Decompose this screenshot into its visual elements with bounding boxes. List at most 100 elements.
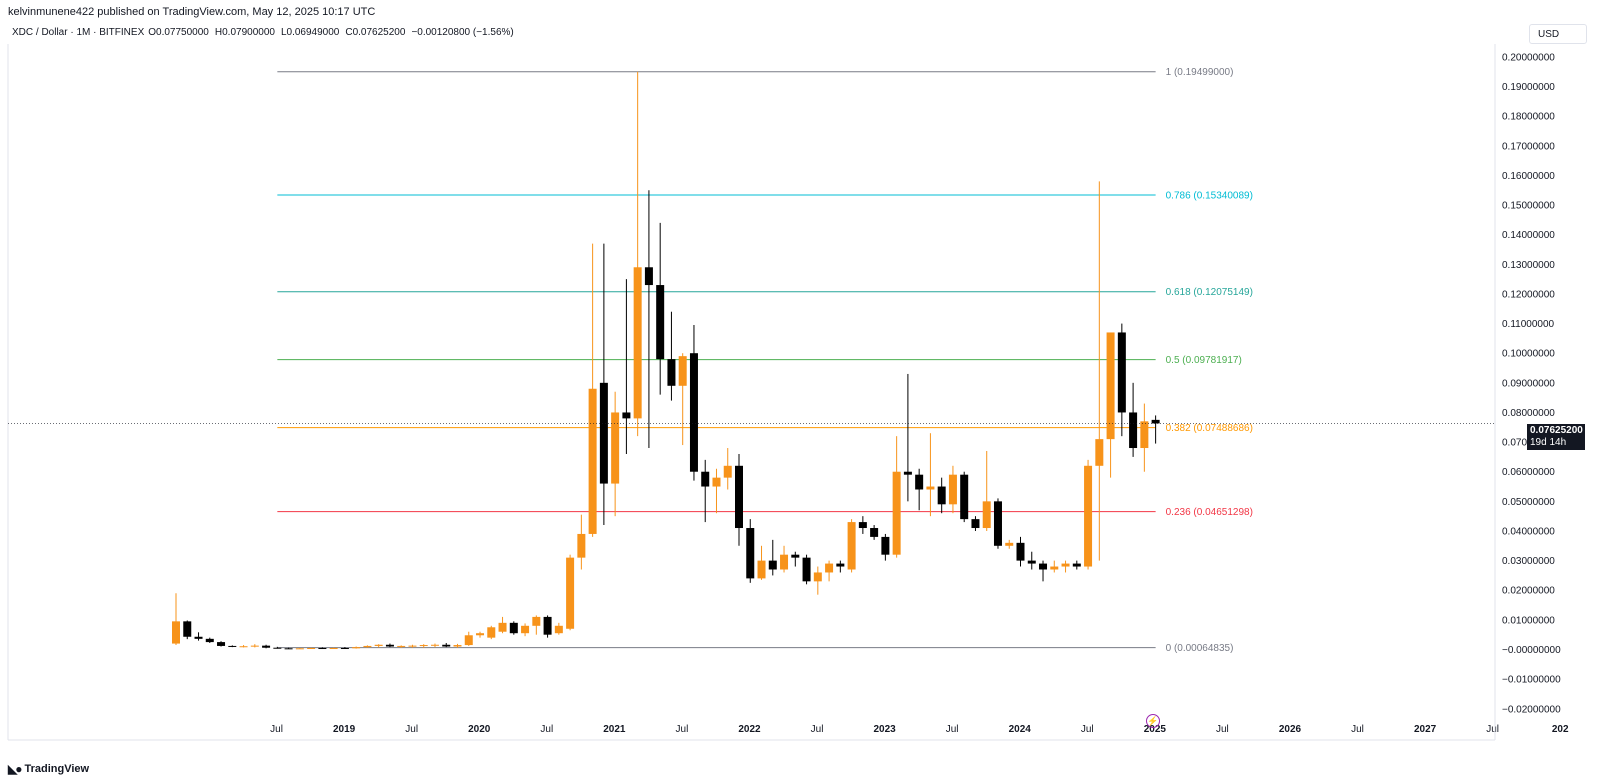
candle-body xyxy=(476,633,485,636)
candle-body xyxy=(735,465,743,529)
candle-body xyxy=(352,647,361,649)
candle-body xyxy=(622,412,631,419)
candle-body xyxy=(1151,419,1160,424)
candle-body xyxy=(273,647,282,649)
time-tick-label: Jul xyxy=(1216,724,1229,735)
fib-level-label: 0.786 (0.15340089) xyxy=(1166,190,1253,201)
price-tick-label: −0.01000000 xyxy=(1502,675,1561,686)
time-tick-label: 2024 xyxy=(1009,724,1032,735)
candle-body xyxy=(723,465,732,478)
candle-body xyxy=(239,646,248,648)
candle-body xyxy=(194,636,203,639)
price-tick-label: 0.11000000 xyxy=(1502,319,1555,330)
price-axis[interactable]: 0.20000000 0.19000000 0.18000000 0.17000000… xyxy=(1502,52,1561,715)
low-value: 0.06949000 xyxy=(286,27,340,38)
candle-body xyxy=(768,560,777,570)
time-tick-label: 2022 xyxy=(738,724,761,735)
candle-body xyxy=(577,533,586,558)
candle-body xyxy=(566,557,575,629)
candle-body xyxy=(217,642,226,646)
low-key: L xyxy=(280,27,287,38)
time-tick-label: Jul xyxy=(1351,724,1364,735)
candle-body xyxy=(1095,439,1104,466)
candle-body xyxy=(442,644,451,647)
candle-body xyxy=(329,648,338,650)
open-key: O xyxy=(148,27,157,38)
candle-body xyxy=(1129,412,1138,449)
tradingview-logo-text: TradingView xyxy=(24,763,90,775)
price-tick-label: 0.02000000 xyxy=(1502,586,1555,597)
candle-body xyxy=(172,621,180,644)
price-tick-label: 0.10000000 xyxy=(1502,349,1555,360)
price-tick-label: 0.20000000 xyxy=(1502,52,1555,63)
bar-countdown: 19d 14h xyxy=(1530,437,1567,448)
candle-body xyxy=(1016,542,1025,561)
candle-body xyxy=(1061,563,1070,567)
time-tick-label: 2027 xyxy=(1414,724,1437,735)
candle-body xyxy=(915,474,924,490)
candle-body xyxy=(982,501,991,529)
price-tick-label: 0.04000000 xyxy=(1502,526,1555,537)
candle-body xyxy=(611,412,620,484)
candle-body xyxy=(408,645,417,647)
open-value: 0.07750000 xyxy=(156,27,209,38)
candle-body xyxy=(780,554,789,570)
time-tick-label: Jul xyxy=(1486,724,1499,735)
candle-body xyxy=(262,645,271,648)
candle-body xyxy=(588,388,597,534)
close-key: C xyxy=(345,27,353,38)
candle-body xyxy=(543,616,552,635)
candle-body xyxy=(295,648,304,650)
price-tick-label: 0.15000000 xyxy=(1502,201,1555,212)
fib-level-label: 0.5 (0.09781917) xyxy=(1166,355,1242,366)
candle-body xyxy=(633,267,642,419)
candle-body xyxy=(487,627,496,638)
time-tick-label: 2021 xyxy=(603,724,626,735)
candle-body xyxy=(791,554,800,558)
candle-body xyxy=(307,648,316,650)
candle-body xyxy=(813,572,822,582)
currency-button[interactable]: USD xyxy=(1529,24,1587,44)
candle-body xyxy=(960,474,969,520)
candle-body xyxy=(948,474,957,505)
price-tick-label: 0.16000000 xyxy=(1502,171,1555,182)
candle-body xyxy=(903,471,912,475)
time-tick-label: Jul xyxy=(676,724,689,735)
candle-body xyxy=(757,560,766,579)
fib-level-label: 0.382 (0.07488686) xyxy=(1166,423,1253,434)
candle-body xyxy=(284,648,293,650)
time-tick-label: 2025 xyxy=(1144,724,1167,735)
candle-body xyxy=(599,382,608,484)
candle-body xyxy=(971,519,980,529)
candle-body xyxy=(521,625,530,634)
price-tick-label: −0.00000000 xyxy=(1502,645,1561,656)
time-tick-label: 202 xyxy=(1552,724,1569,735)
candle-body xyxy=(1050,566,1059,570)
publisher-line: kelvinmunene422 published on TradingView… xyxy=(8,6,376,18)
candle-body xyxy=(993,501,1002,546)
time-tick-label: Jul xyxy=(540,724,553,735)
price-tick-label: 0.14000000 xyxy=(1502,230,1555,241)
candles xyxy=(172,71,1160,650)
last-price: 0.07625200 xyxy=(1530,425,1583,436)
lightning-icon[interactable]: ⚡ xyxy=(1146,714,1160,728)
candle-body xyxy=(374,644,383,646)
candle-body xyxy=(453,645,462,647)
candle-body xyxy=(385,644,394,647)
candle-body xyxy=(1140,421,1149,449)
symbol-title[interactable]: XDC / Dollar · 1M · BITFINEX xyxy=(12,27,145,38)
candle-body xyxy=(532,616,541,626)
time-axis[interactable]: Jul 2019 Jul 2020 Jul 2021 Jul 2022 Jul 2023 Jul 20… xyxy=(270,724,1569,735)
high-key: H xyxy=(214,27,223,38)
candle-body xyxy=(870,528,879,537)
candle-body xyxy=(836,563,845,567)
candle-body xyxy=(1117,332,1126,413)
tradingview-logo[interactable]: ◣● TradingView xyxy=(8,762,89,776)
change-value: −0.00120800 (−1.56%) xyxy=(411,27,514,38)
candle-body xyxy=(847,522,856,570)
candle-body xyxy=(554,625,563,634)
candle-body xyxy=(430,644,439,646)
price-tick-label: 0.13000000 xyxy=(1502,260,1555,271)
candle-body xyxy=(318,648,327,650)
